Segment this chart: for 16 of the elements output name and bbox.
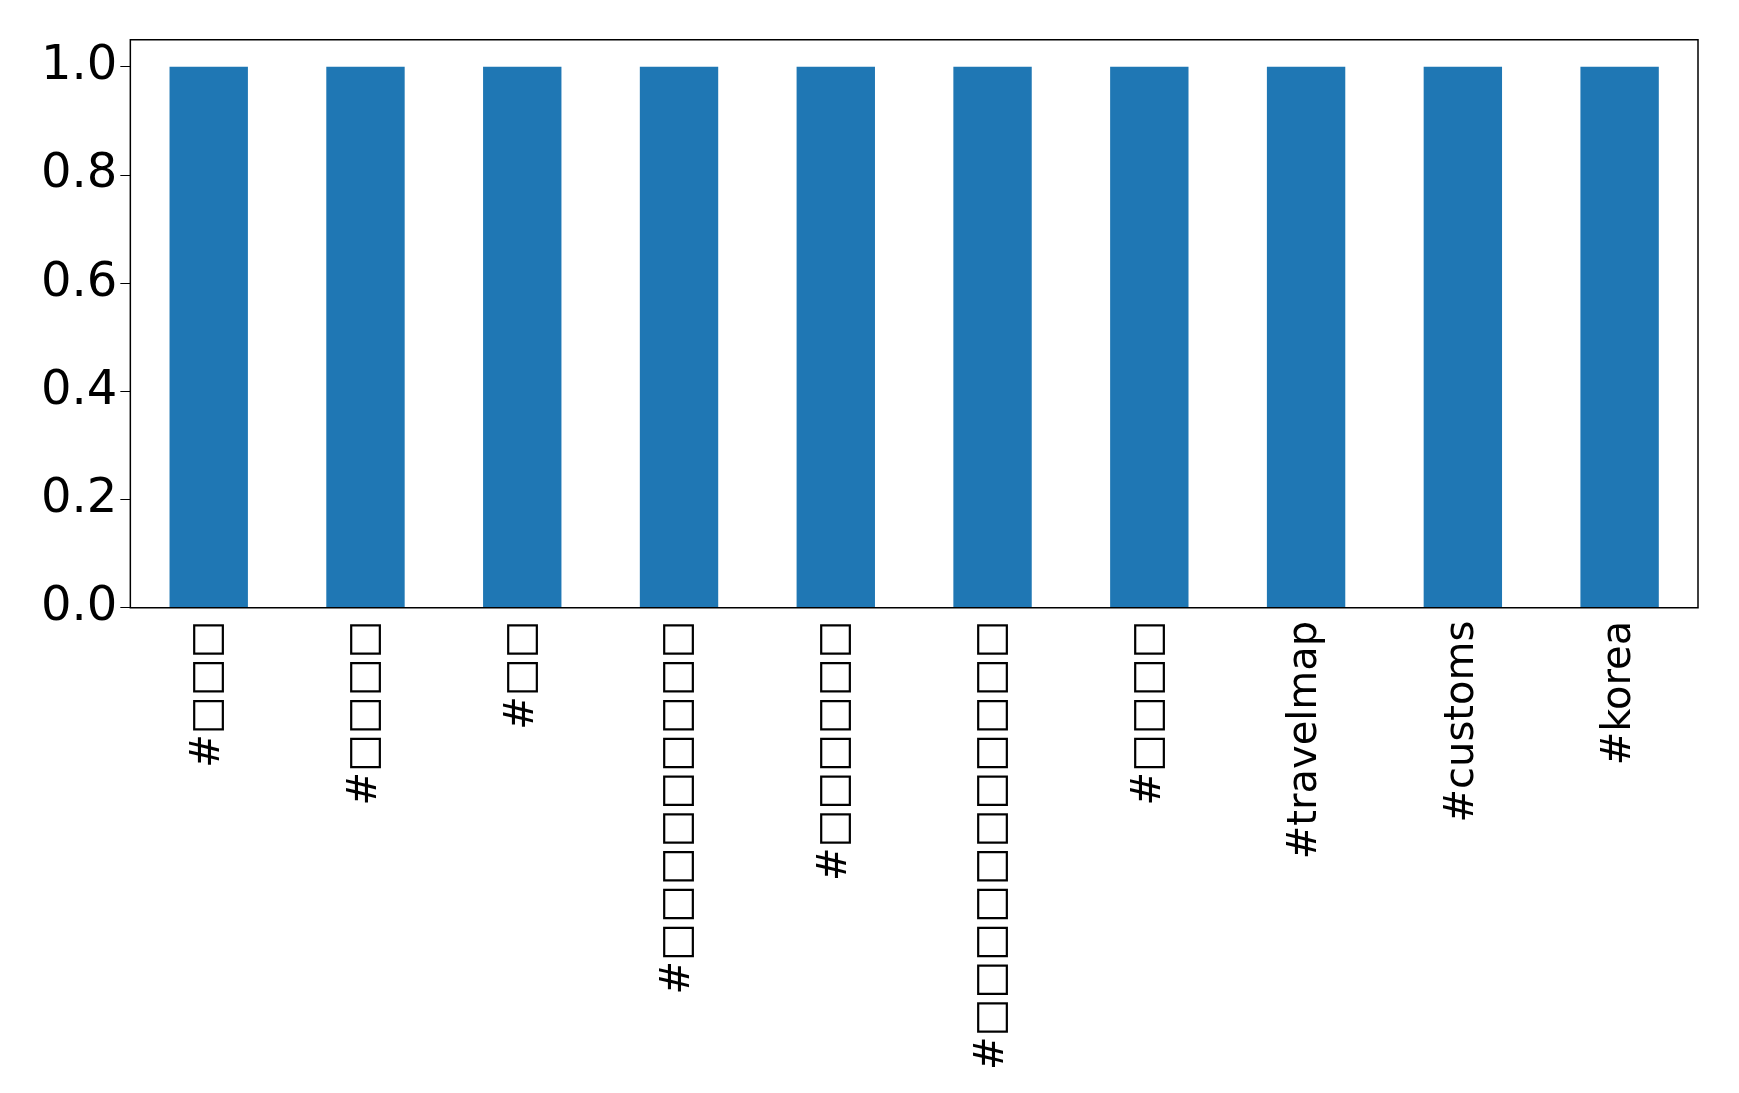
x-tick-label: #customs	[1436, 620, 1483, 823]
x-tick-label: #□□	[495, 620, 542, 730]
x-tick-label: #□□□□	[1122, 620, 1169, 806]
y-tick-label: 0.2	[40, 467, 118, 524]
x-tick-label: #korea	[1593, 620, 1640, 766]
x-tick-label: #□□□	[182, 620, 229, 768]
y-tick-label: 0.6	[40, 250, 118, 307]
x-tick-label: #□□□□	[338, 620, 385, 806]
x-tick-label: #□□□□□□□□□	[652, 620, 699, 995]
y-tick-label: 0.4	[40, 358, 118, 415]
y-tick-label: 0.0	[40, 575, 118, 632]
x-tick-label: #□□□□□□□□□□□	[965, 620, 1012, 1071]
x-tick-label: #travelmap	[1279, 620, 1326, 860]
y-tick-label: 1.0	[40, 34, 118, 91]
y-tick-label: 0.8	[40, 142, 118, 199]
x-tick-label: #□□□□□□	[809, 620, 856, 882]
